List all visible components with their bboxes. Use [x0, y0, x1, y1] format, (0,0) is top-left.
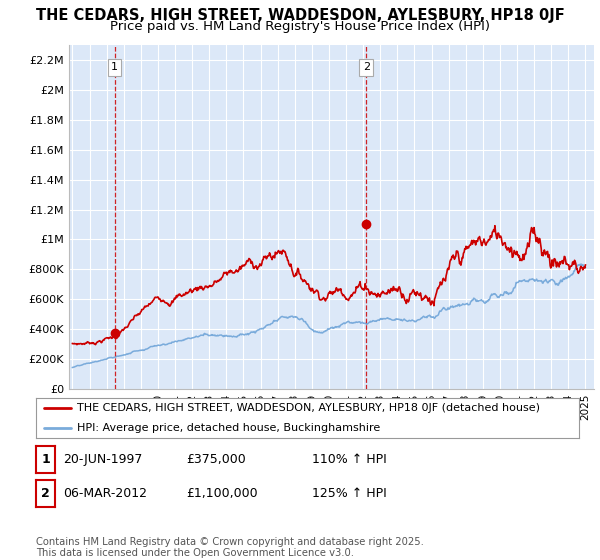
Text: HPI: Average price, detached house, Buckinghamshire: HPI: Average price, detached house, Buck… — [77, 423, 380, 433]
Text: 06-MAR-2012: 06-MAR-2012 — [63, 487, 147, 500]
Text: THE CEDARS, HIGH STREET, WADDESDON, AYLESBURY, HP18 0JF (detached house): THE CEDARS, HIGH STREET, WADDESDON, AYLE… — [77, 403, 540, 413]
Text: Contains HM Land Registry data © Crown copyright and database right 2025.
This d: Contains HM Land Registry data © Crown c… — [36, 536, 424, 558]
Text: 125% ↑ HPI: 125% ↑ HPI — [312, 487, 387, 500]
Text: 110% ↑ HPI: 110% ↑ HPI — [312, 453, 387, 466]
Text: 2: 2 — [41, 487, 50, 500]
Text: 2: 2 — [362, 62, 370, 72]
Text: THE CEDARS, HIGH STREET, WADDESDON, AYLESBURY, HP18 0JF: THE CEDARS, HIGH STREET, WADDESDON, AYLE… — [35, 8, 565, 24]
Text: 20-JUN-1997: 20-JUN-1997 — [63, 453, 142, 466]
Text: £1,100,000: £1,100,000 — [186, 487, 257, 500]
Text: £375,000: £375,000 — [186, 453, 246, 466]
Text: Price paid vs. HM Land Registry's House Price Index (HPI): Price paid vs. HM Land Registry's House … — [110, 20, 490, 32]
Text: 1: 1 — [111, 62, 118, 72]
Text: 1: 1 — [41, 453, 50, 466]
